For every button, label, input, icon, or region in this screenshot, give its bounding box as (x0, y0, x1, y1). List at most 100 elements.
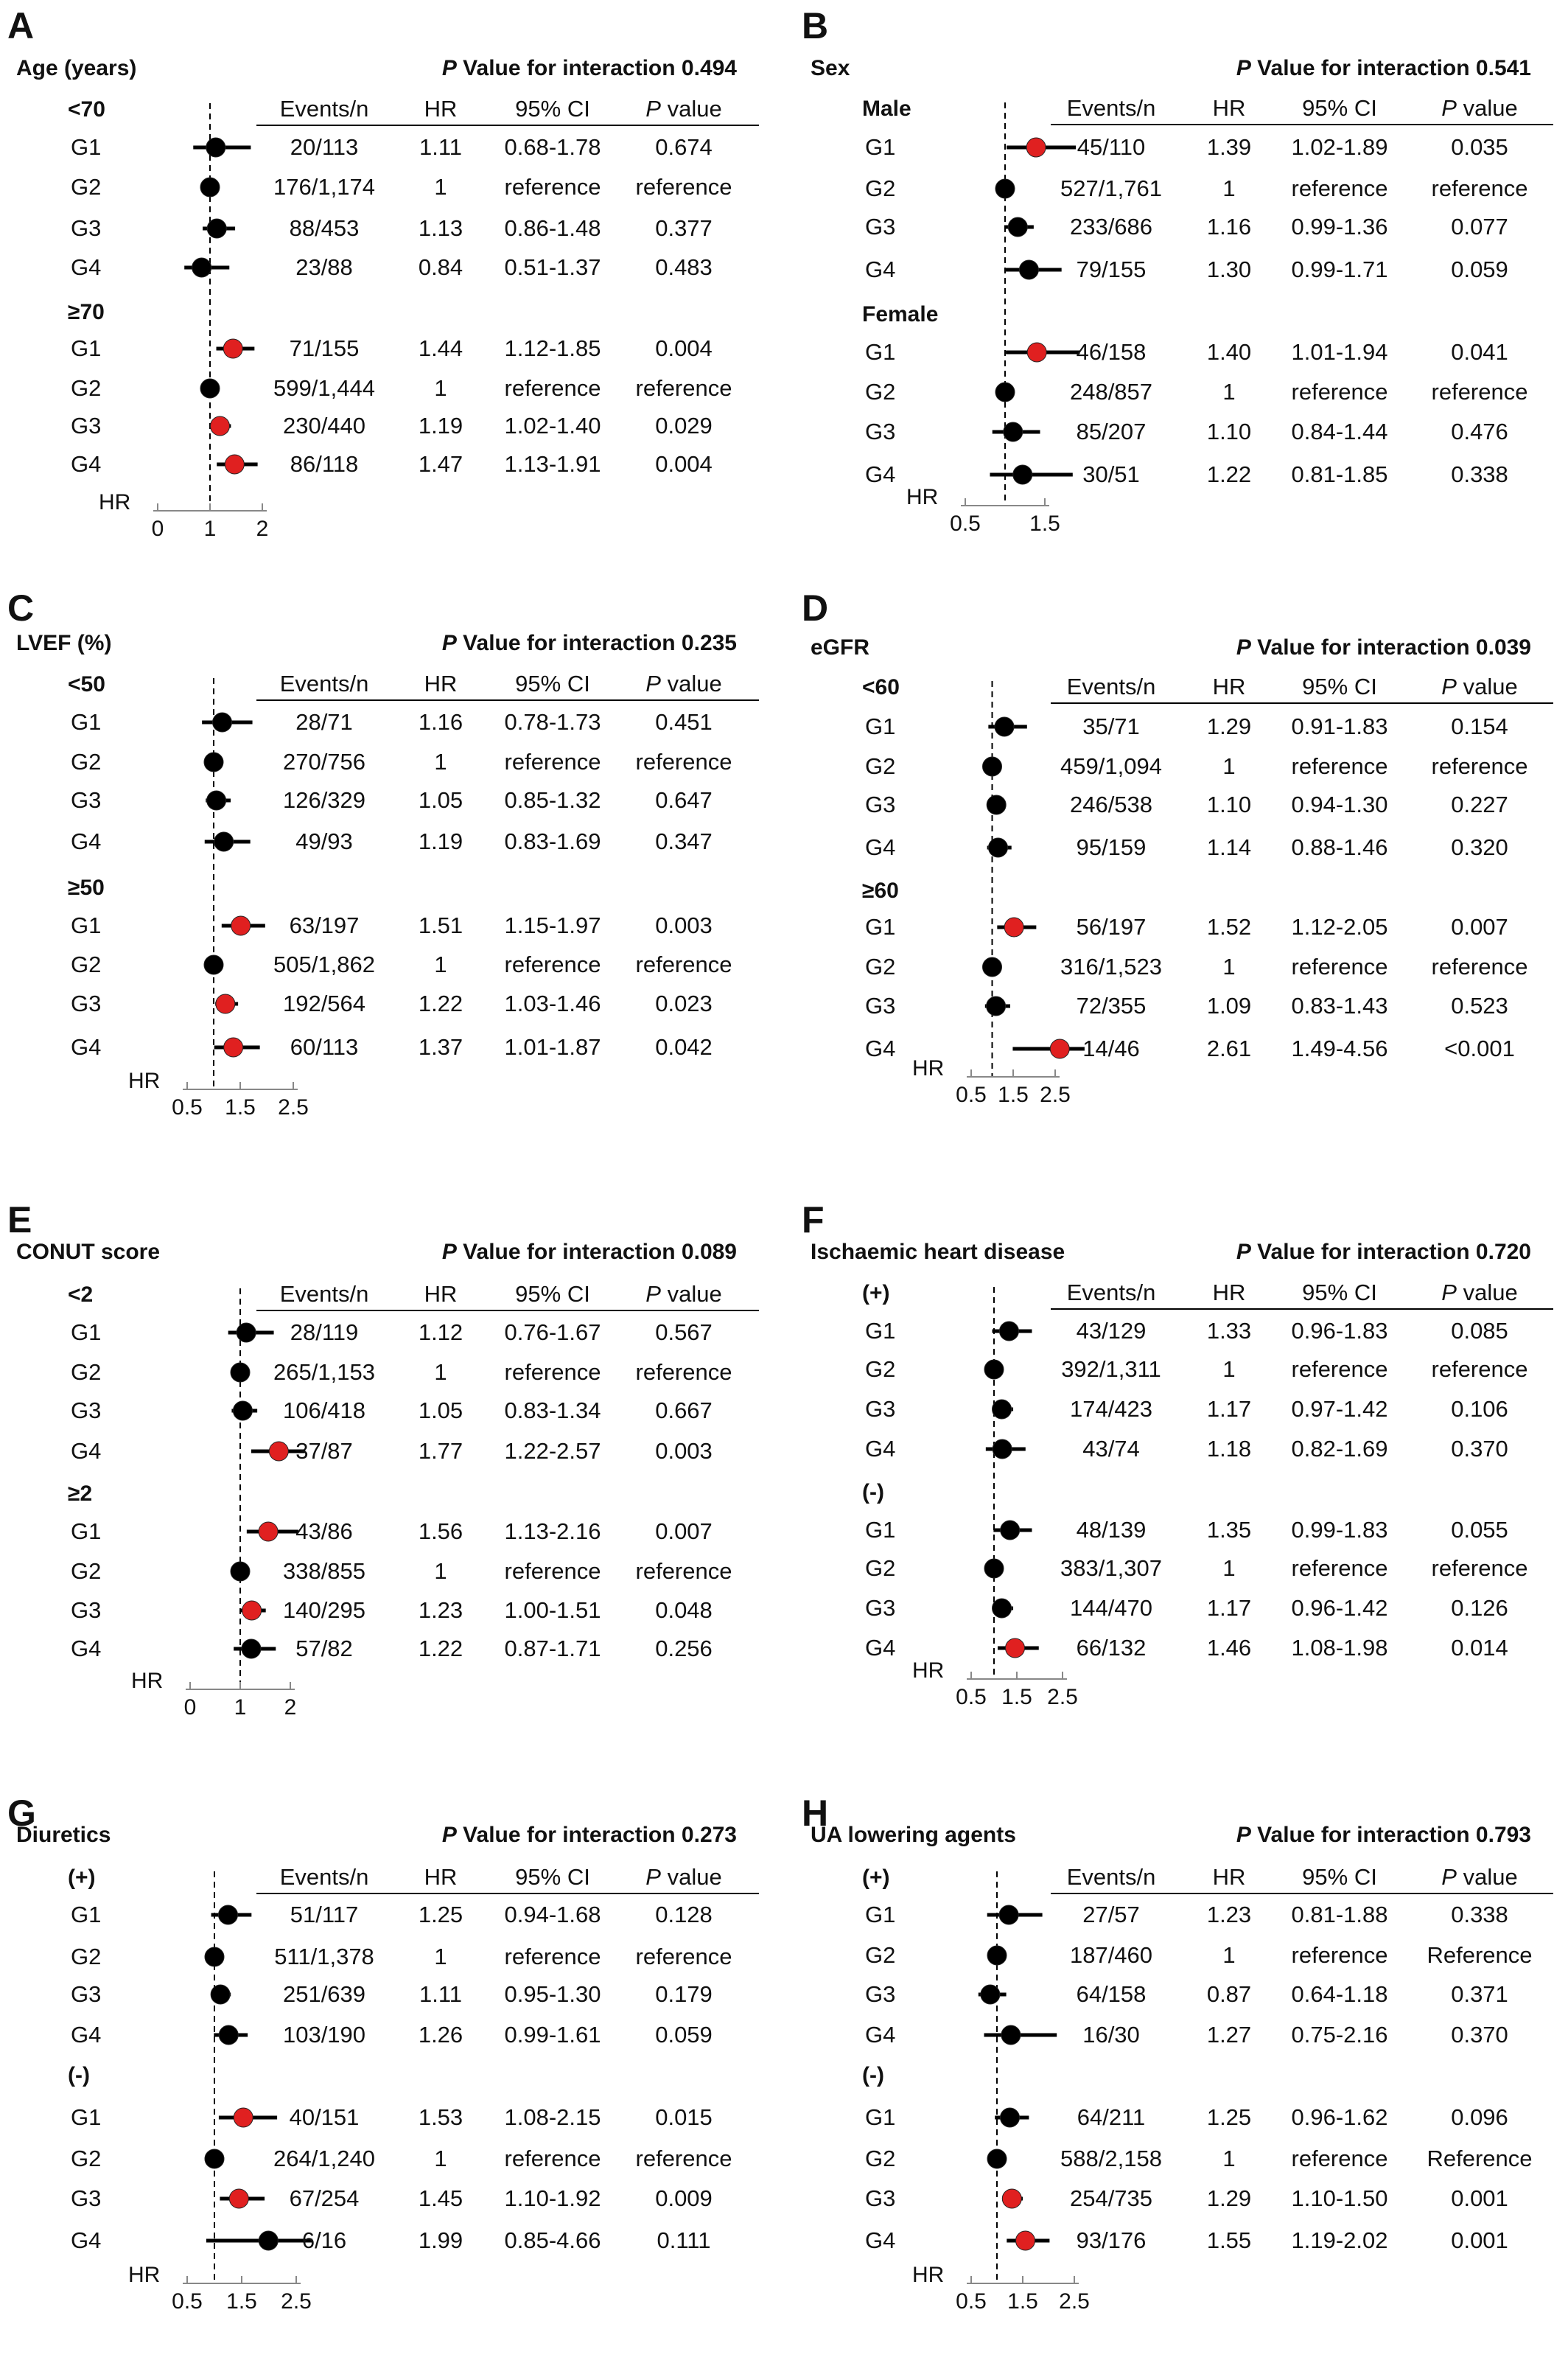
hr-point-significant (223, 338, 243, 359)
ci-cell: 0.96-1.62 (1291, 2104, 1388, 2130)
row-group-label: G1 (71, 1902, 102, 1927)
hr-cell: 1 (434, 1944, 447, 1969)
hr-cell: 1.26 (418, 2022, 463, 2048)
hr-point (236, 1322, 256, 1343)
hr-point (204, 2149, 225, 2169)
p-value-cell: 0.085 (1451, 1318, 1508, 1344)
events-cell: 43/74 (1082, 1436, 1140, 1462)
panel-g: G Diuretics P Value for interaction 0.273 E… (0, 1787, 774, 2377)
ci-cell: 1.12-2.05 (1291, 914, 1388, 940)
ci-cell: 0.85-4.66 (504, 2227, 601, 2253)
hr-cell: 1.52 (1206, 914, 1252, 940)
row-group-label: G2 (71, 375, 102, 401)
events-cell: 588/2,158 (1060, 2146, 1162, 2171)
hr-cell: 1 (1222, 1555, 1236, 1581)
hr-axis-label: HR (131, 1669, 164, 1693)
ci-cell: 0.78-1.73 (504, 709, 601, 735)
x-tick-label: 1 (234, 1695, 247, 1720)
x-tick-label: 0 (151, 517, 164, 541)
x-tick-label: 1.5 (225, 1095, 256, 1120)
row-group-label: G1 (865, 2104, 896, 2130)
ci-cell: 1.13-2.16 (504, 1518, 601, 1544)
p-value-cell: 0.014 (1451, 1635, 1508, 1661)
events-cell: 66/132 (1076, 1635, 1147, 1661)
events-cell: 63/197 (289, 912, 360, 938)
p-value-cell: 0.338 (1451, 1902, 1508, 1927)
events-cell: 79/155 (1076, 256, 1147, 282)
p-value-cell: 0.377 (655, 215, 713, 241)
p-italic: P (645, 96, 661, 122)
interaction-p-number: 0.541 (1475, 56, 1531, 80)
forest-plot-svg (186, 1288, 759, 1690)
interaction-p-number: 0.039 (1475, 635, 1531, 660)
column-header-events: Events/n (1066, 1280, 1156, 1305)
events-cell: 57/82 (295, 1636, 353, 1661)
hr-point-significant (1005, 1638, 1026, 1658)
ci-cell: reference (504, 1359, 601, 1385)
events-cell: 246/538 (1069, 792, 1153, 817)
hr-cell: 1.11 (419, 1981, 463, 2007)
column-header-events: Events/n (1066, 674, 1156, 699)
hr-cell: 0.84 (418, 254, 463, 280)
hr-cell: 1.56 (418, 1518, 463, 1544)
row-group-label: G1 (865, 339, 896, 365)
interaction-p-italic: P (1236, 1823, 1251, 1847)
p-suffix: value (1456, 674, 1518, 699)
x-tick-label: 1.5 (1007, 2289, 1038, 2314)
interaction-p-italic: P (441, 631, 457, 655)
events-cell: 126/329 (282, 787, 366, 813)
row-group-label: G1 (71, 1319, 102, 1345)
row-group-label: G2 (865, 1356, 896, 1382)
column-header-events: Events/n (1066, 1864, 1156, 1890)
hr-cell: 1.55 (1206, 2227, 1252, 2253)
hr-point (1000, 2107, 1020, 2128)
column-header-hr: HR (1212, 1280, 1246, 1305)
interaction-p-number: 0.494 (681, 56, 737, 80)
hr-cell: 1.05 (418, 787, 463, 813)
x-tick-label: 2.5 (278, 1095, 309, 1120)
p-value-cell: 0.041 (1451, 339, 1508, 365)
hr-cell: 1 (1222, 2146, 1236, 2171)
interaction-p-number: 0.273 (681, 1823, 737, 1847)
ci-cell: 1.19-2.02 (1291, 2227, 1388, 2253)
hr-cell: 1.22 (1206, 461, 1252, 487)
forest-plot-svg (967, 1287, 1553, 1680)
x-tick-label: 2 (284, 1695, 297, 1720)
p-value-cell: 0.667 (655, 1397, 713, 1423)
interaction-p-text: Value for interaction (456, 1240, 682, 1264)
interaction-p-number: 0.793 (1475, 1823, 1531, 1847)
hr-point (1001, 2025, 1021, 2045)
p-value-cell: 0.007 (655, 1518, 713, 1544)
interaction-p-number: 0.235 (681, 631, 737, 655)
hr-cell: 1.29 (1206, 713, 1252, 739)
ci-cell: 1.02-1.40 (504, 413, 601, 439)
ci-cell: reference (1291, 753, 1388, 779)
p-italic: P (1441, 1280, 1457, 1305)
hr-cell: 1 (1222, 1356, 1236, 1382)
column-header-hr: HR (1212, 674, 1246, 699)
panel-b: B Sex P Value for interaction 0.541 Events/… (794, 0, 1568, 590)
column-header-events: Events/n (279, 671, 369, 697)
hr-cell: 1.47 (418, 451, 463, 477)
p-value-cell: reference (1431, 379, 1528, 405)
row-group-label: G4 (71, 1636, 102, 1661)
p-value-cell: reference (635, 174, 732, 200)
hr-point (1018, 259, 1039, 280)
hr-point-significant (223, 1037, 244, 1058)
events-cell: 67/254 (289, 2185, 360, 2211)
p-value-cell: 0.320 (1451, 834, 1508, 860)
p-value-cell: reference (635, 1359, 732, 1385)
hr-cell: 1 (1222, 753, 1236, 779)
column-header-hr: HR (1212, 1864, 1246, 1890)
ci-cell: 0.68-1.78 (504, 134, 601, 160)
row-group-label: G2 (865, 1942, 896, 1968)
hr-cell: 1.51 (418, 912, 463, 938)
events-cell: 28/119 (290, 1319, 359, 1345)
interaction-p-text: Value for interaction (1250, 56, 1476, 80)
p-value-cell: 0.126 (1451, 1595, 1508, 1621)
column-header-p: P value (1441, 95, 1517, 122)
hr-cell: 1.77 (418, 1438, 463, 1464)
panel-title: Ischaemic heart disease (811, 1240, 1065, 1264)
ci-cell: 1.13-1.91 (504, 451, 601, 477)
panel-title: UA lowering agents (811, 1823, 1016, 1847)
